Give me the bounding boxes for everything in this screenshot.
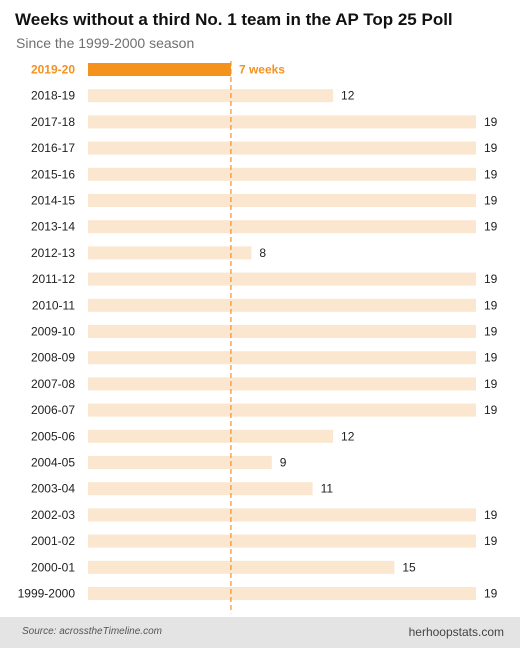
value-label: 11 [321, 482, 334, 496]
bar [88, 429, 334, 443]
category-label: 1999-2000 [18, 587, 76, 601]
chart-title: Weeks without a third No. 1 team in the … [15, 10, 453, 29]
value-label: 19 [484, 325, 498, 339]
category-label: 2018-19 [31, 89, 75, 103]
value-label: 9 [280, 456, 287, 470]
bar [88, 246, 252, 260]
bar [88, 377, 476, 391]
category-label: 2015-16 [31, 167, 75, 181]
value-label: 15 [402, 560, 416, 574]
category-label: 2006-07 [31, 403, 75, 417]
bar [88, 115, 476, 129]
value-label: 19 [484, 141, 498, 155]
category-label: 2000-01 [31, 560, 75, 574]
category-label: 2013-14 [31, 220, 75, 234]
category-label: 2011-12 [32, 272, 75, 286]
category-label: 2017-18 [31, 115, 75, 129]
category-label: 2001-02 [31, 534, 75, 548]
category-label: 2014-15 [31, 194, 75, 208]
value-label: 19 [484, 272, 498, 286]
category-label: 2019-20 [31, 63, 75, 77]
value-label: 19 [484, 167, 498, 181]
value-label: 19 [484, 534, 498, 548]
source-text: Source: acrosstheTimeline.com [22, 626, 162, 637]
value-label: 19 [484, 298, 498, 312]
bar [88, 560, 395, 574]
category-label: 2012-13 [31, 246, 75, 260]
value-label: 19 [484, 587, 498, 601]
bar [88, 63, 231, 76]
value-label: 19 [484, 508, 498, 522]
category-label: 2008-09 [31, 351, 75, 365]
bar [88, 456, 272, 469]
value-label: 19 [484, 403, 498, 417]
value-label: 7 weeks [239, 63, 285, 77]
category-label: 2009-10 [31, 325, 75, 339]
bar [88, 482, 313, 496]
value-label: 12 [341, 89, 355, 103]
bar [88, 534, 476, 548]
value-label: 19 [484, 115, 498, 129]
bar [88, 587, 476, 600]
bar [88, 89, 334, 103]
chart-subtitle: Since the 1999-2000 season [16, 35, 195, 51]
bar [88, 167, 476, 181]
bar [88, 351, 476, 365]
category-label: 2004-05 [31, 456, 75, 470]
bar [88, 220, 476, 234]
category-label: 2002-03 [31, 508, 75, 522]
bar [88, 403, 476, 417]
bar [88, 298, 476, 312]
value-label: 19 [484, 220, 498, 234]
value-label: 19 [484, 351, 498, 365]
bar [88, 508, 476, 522]
bar-chart: 2019-20 7 weeks 2018-19 12 2017-18 19 2016-17 1… [18, 61, 498, 614]
bar [88, 325, 476, 338]
bar [88, 194, 476, 207]
category-label: 2007-08 [31, 377, 75, 391]
category-label: 2016-17 [31, 141, 75, 155]
category-label: 2010-11 [32, 298, 75, 312]
category-label: 2005-06 [31, 429, 75, 443]
value-label: 19 [484, 194, 498, 208]
value-label: 12 [341, 429, 355, 443]
footer: Source: acrosstheTimeline.com herhoopsta… [0, 617, 520, 648]
bar [88, 272, 476, 286]
value-label: 19 [484, 377, 498, 391]
bar [88, 141, 476, 155]
value-label: 8 [259, 246, 266, 260]
brand-text: herhoopstats.com [408, 625, 504, 639]
category-label: 2003-04 [31, 482, 75, 496]
